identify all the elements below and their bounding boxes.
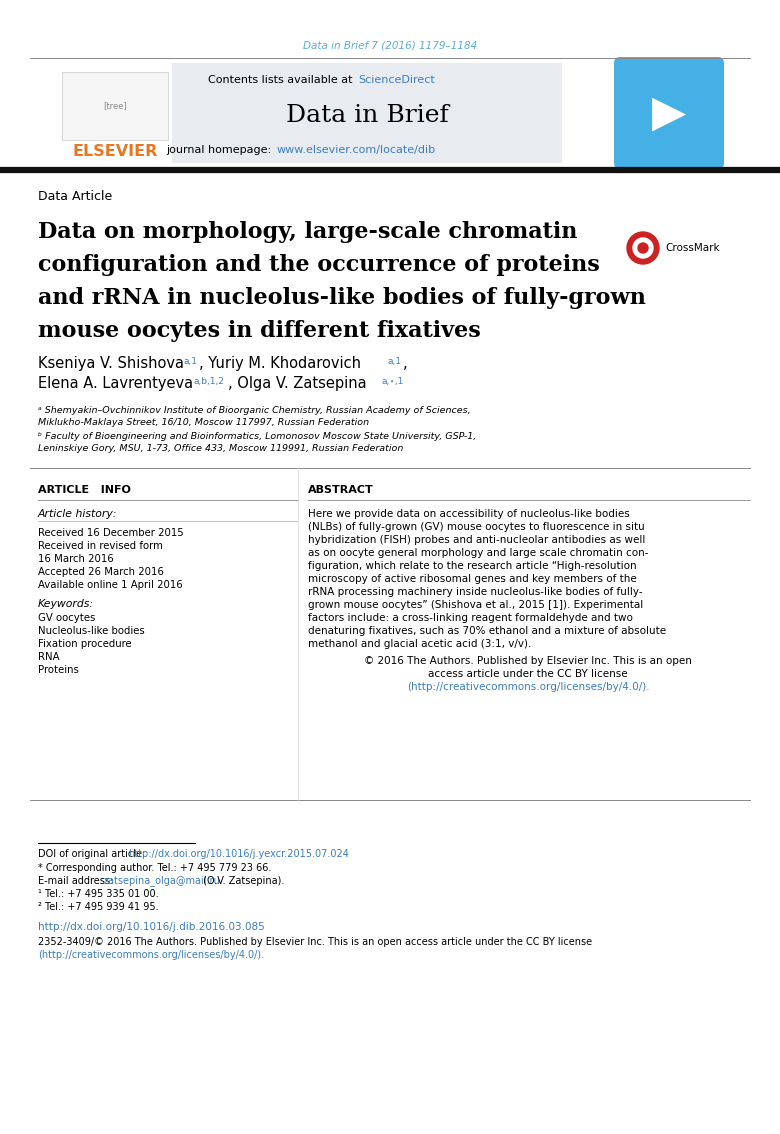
Text: http://dx.doi.org/10.1016/j.yexcr.2015.07.024: http://dx.doi.org/10.1016/j.yexcr.2015.0… bbox=[128, 849, 349, 858]
Text: DOI of original article:: DOI of original article: bbox=[38, 849, 148, 858]
Text: ABSTRACT: ABSTRACT bbox=[308, 485, 374, 496]
Text: microscopy of active ribosomal genes and key members of the: microscopy of active ribosomal genes and… bbox=[308, 574, 636, 584]
Text: access article under the CC BY license: access article under the CC BY license bbox=[428, 669, 628, 679]
Text: ,: , bbox=[403, 356, 408, 371]
Text: Kseniya V. Shishova: Kseniya V. Shishova bbox=[38, 356, 184, 371]
Text: grown mouse oocytes” (Shishova et al., 2015 [1]). Experimental: grown mouse oocytes” (Shishova et al., 2… bbox=[308, 600, 644, 610]
Text: ² Tel.: +7 495 939 41 95.: ² Tel.: +7 495 939 41 95. bbox=[38, 902, 158, 912]
Text: Data Article: Data Article bbox=[38, 189, 112, 203]
Circle shape bbox=[638, 243, 648, 253]
Text: Contents lists available at: Contents lists available at bbox=[208, 75, 356, 85]
Text: (O.V. Zatsepina).: (O.V. Zatsepina). bbox=[200, 875, 285, 886]
Text: ¹ Tel.: +7 495 335 01 00.: ¹ Tel.: +7 495 335 01 00. bbox=[38, 889, 158, 899]
Text: configuration and the occurrence of proteins: configuration and the occurrence of prot… bbox=[38, 254, 600, 276]
Text: E-mail address:: E-mail address: bbox=[38, 875, 116, 886]
Text: zatsepina_olga@mail.ru: zatsepina_olga@mail.ru bbox=[104, 875, 221, 887]
Text: Keywords:: Keywords: bbox=[38, 599, 94, 609]
Text: [tree]: [tree] bbox=[103, 102, 127, 110]
Text: Data on morphology, large-scale chromatin: Data on morphology, large-scale chromati… bbox=[38, 221, 577, 243]
Text: journal homepage:: journal homepage: bbox=[166, 145, 275, 155]
Text: denaturing fixatives, such as 70% ethanol and a mixture of absolute: denaturing fixatives, such as 70% ethano… bbox=[308, 626, 666, 636]
Text: rRNA processing machinery inside nucleolus-like bodies of fully-: rRNA processing machinery inside nucleol… bbox=[308, 587, 643, 596]
FancyBboxPatch shape bbox=[172, 64, 562, 163]
Text: Nucleolus-like bodies: Nucleolus-like bodies bbox=[38, 626, 145, 636]
Text: Leninskiye Gory, MSU, 1-73, Office 433, Moscow 119991, Russian Federation: Leninskiye Gory, MSU, 1-73, Office 433, … bbox=[38, 445, 403, 452]
Text: 2352-3409/© 2016 The Authors. Published by Elsevier Inc. This is an open access : 2352-3409/© 2016 The Authors. Published … bbox=[38, 937, 592, 947]
Text: GV oocytes: GV oocytes bbox=[38, 613, 95, 623]
Text: ELSEVIER: ELSEVIER bbox=[73, 144, 158, 160]
Text: Proteins: Proteins bbox=[38, 665, 79, 675]
Circle shape bbox=[633, 238, 653, 259]
Text: Article history:: Article history: bbox=[38, 509, 117, 519]
Text: as on oocyte general morphology and large scale chromatin con-: as on oocyte general morphology and larg… bbox=[308, 548, 648, 558]
Text: ᵃ Shemyakin–Ovchinnikov Institute of Bioorganic Chemistry, Russian Academy of Sc: ᵃ Shemyakin–Ovchinnikov Institute of Bio… bbox=[38, 406, 470, 415]
Text: Data in Brief: Data in Brief bbox=[285, 103, 448, 127]
Text: a,1: a,1 bbox=[184, 357, 198, 366]
Text: (http://creativecommons.org/licenses/by/4.0/).: (http://creativecommons.org/licenses/by/… bbox=[38, 950, 264, 960]
Circle shape bbox=[627, 232, 659, 264]
Text: Available online 1 April 2016: Available online 1 April 2016 bbox=[38, 579, 183, 590]
Text: and rRNA in nucleolus-like bodies of fully-grown: and rRNA in nucleolus-like bodies of ful… bbox=[38, 287, 646, 308]
Text: mouse oocytes in different fixatives: mouse oocytes in different fixatives bbox=[38, 320, 480, 342]
Text: Miklukho-Maklaya Street, 16/10, Moscow 117997, Russian Federation: Miklukho-Maklaya Street, 16/10, Moscow 1… bbox=[38, 418, 369, 428]
Text: , Yuriy M. Khodarovich: , Yuriy M. Khodarovich bbox=[199, 356, 361, 371]
Text: Accepted 26 March 2016: Accepted 26 March 2016 bbox=[38, 567, 164, 577]
Text: Received in revised form: Received in revised form bbox=[38, 541, 163, 551]
Text: Elena A. Lavrentyeva: Elena A. Lavrentyeva bbox=[38, 376, 193, 391]
Text: www.elsevier.com/locate/dib: www.elsevier.com/locate/dib bbox=[277, 145, 436, 155]
Text: (NLBs) of fully-grown (GV) mouse oocytes to fluorescence in situ: (NLBs) of fully-grown (GV) mouse oocytes… bbox=[308, 522, 645, 532]
Text: Fixation procedure: Fixation procedure bbox=[38, 638, 132, 649]
Text: 16 March 2016: 16 March 2016 bbox=[38, 555, 114, 564]
Text: ᵇ Faculty of Bioengineering and Bioinformatics, Lomonosov Moscow State Universit: ᵇ Faculty of Bioengineering and Bioinfor… bbox=[38, 432, 477, 441]
FancyBboxPatch shape bbox=[62, 71, 168, 139]
Text: Here we provide data on accessibility of nucleolus-like bodies: Here we provide data on accessibility of… bbox=[308, 509, 629, 519]
FancyBboxPatch shape bbox=[614, 57, 724, 169]
Text: hybridization (FISH) probes and anti-nucleolar antibodies as well: hybridization (FISH) probes and anti-nuc… bbox=[308, 535, 645, 545]
Text: methanol and glacial acetic acid (3:1, v/v).: methanol and glacial acetic acid (3:1, v… bbox=[308, 638, 531, 649]
Text: a,1: a,1 bbox=[388, 357, 402, 366]
Text: ▶: ▶ bbox=[652, 92, 686, 135]
Text: Data in Brief 7 (2016) 1179–1184: Data in Brief 7 (2016) 1179–1184 bbox=[303, 40, 477, 50]
Text: RNA: RNA bbox=[38, 652, 59, 662]
Text: Received 16 December 2015: Received 16 December 2015 bbox=[38, 528, 184, 538]
Text: * Corresponding author. Tel.: +7 495 779 23 66.: * Corresponding author. Tel.: +7 495 779… bbox=[38, 863, 271, 873]
Text: a,b,1,2: a,b,1,2 bbox=[193, 376, 224, 386]
Text: (http://creativecommons.org/licenses/by/4.0/).: (http://creativecommons.org/licenses/by/… bbox=[406, 682, 649, 692]
Text: figuration, which relate to the research article “High-resolution: figuration, which relate to the research… bbox=[308, 561, 636, 572]
Text: http://dx.doi.org/10.1016/j.dib.2016.03.085: http://dx.doi.org/10.1016/j.dib.2016.03.… bbox=[38, 922, 264, 932]
Text: factors include: a cross-linking reagent formaldehyde and two: factors include: a cross-linking reagent… bbox=[308, 613, 633, 623]
Text: ScienceDirect: ScienceDirect bbox=[358, 75, 434, 85]
Text: CrossMark: CrossMark bbox=[665, 243, 720, 253]
Text: © 2016 The Authors. Published by Elsevier Inc. This is an open: © 2016 The Authors. Published by Elsevie… bbox=[364, 655, 692, 666]
Text: a,⋆,1: a,⋆,1 bbox=[382, 376, 404, 386]
Text: , Olga V. Zatsepina: , Olga V. Zatsepina bbox=[228, 376, 367, 391]
Text: ARTICLE   INFO: ARTICLE INFO bbox=[38, 485, 131, 496]
